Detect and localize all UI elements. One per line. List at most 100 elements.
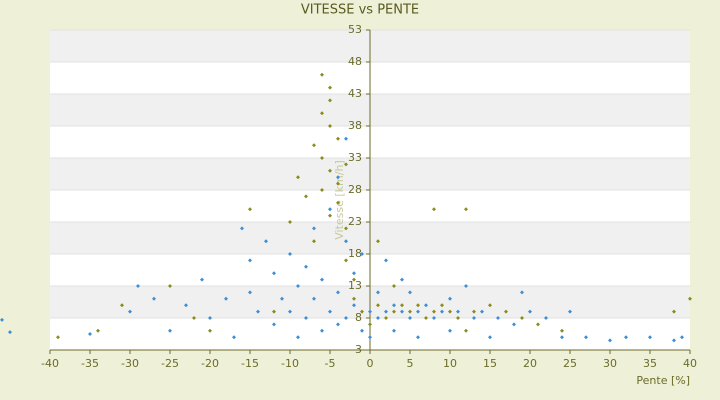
y-tick-label: 48 [348, 55, 362, 68]
point [192, 316, 196, 320]
y-tick-label: 43 [348, 87, 362, 100]
y-tick-label: 53 [348, 23, 362, 36]
point [368, 309, 372, 314]
point [424, 316, 428, 320]
point [312, 143, 316, 148]
point [504, 309, 508, 314]
x-tick-label: -20 [201, 357, 219, 370]
point [344, 136, 348, 141]
point [672, 338, 676, 343]
point [352, 271, 356, 276]
point [312, 239, 316, 244]
point [0, 317, 4, 322]
point [384, 258, 388, 263]
point [544, 316, 548, 320]
x-tick-label: 5 [407, 357, 414, 370]
point [208, 328, 212, 333]
x-tick-label: 30 [603, 357, 617, 370]
point [584, 335, 588, 340]
point [120, 303, 124, 308]
y-tick-label: 33 [348, 151, 362, 164]
point [224, 296, 228, 301]
point [432, 309, 436, 314]
x-axis-label: Pente [%] [636, 374, 690, 387]
x-tick-label: 0 [367, 357, 374, 370]
point [208, 316, 212, 320]
point [232, 335, 236, 340]
y-tick-label: 18 [348, 247, 362, 260]
point [320, 188, 324, 192]
y-tick-label: 13 [348, 279, 362, 292]
point [456, 309, 460, 314]
x-tick-label: -25 [161, 357, 179, 370]
point [376, 316, 380, 320]
point [488, 335, 492, 340]
point [328, 213, 332, 218]
point [344, 239, 348, 244]
point [392, 328, 396, 333]
x-tick-label: -5 [325, 357, 336, 370]
point [280, 296, 284, 301]
point [448, 328, 452, 333]
point [568, 309, 572, 314]
point [360, 328, 364, 333]
point [520, 316, 524, 320]
point [336, 290, 340, 295]
point [312, 296, 316, 301]
chart-title: VITESSE vs PENTE [301, 3, 419, 18]
point [472, 316, 476, 320]
point [256, 309, 260, 314]
x-tick-label: 15 [483, 357, 497, 370]
point [688, 296, 692, 301]
point [376, 239, 380, 244]
x-tick-label: -15 [241, 357, 259, 370]
point [320, 72, 324, 77]
point [328, 98, 332, 103]
point [272, 271, 276, 276]
point [8, 330, 12, 335]
point [312, 226, 316, 231]
point [448, 309, 452, 314]
point [128, 309, 132, 314]
point [432, 316, 436, 320]
point [336, 136, 340, 141]
point [152, 296, 156, 301]
point [320, 156, 324, 160]
point [392, 284, 396, 288]
point [288, 309, 292, 314]
point [480, 309, 484, 314]
point [248, 258, 252, 263]
point [352, 277, 356, 282]
x-tick-label: 40 [683, 357, 697, 370]
point [432, 207, 436, 212]
point [296, 284, 300, 288]
point [408, 290, 412, 295]
point [168, 284, 172, 288]
point [56, 335, 60, 340]
point [96, 328, 100, 333]
y-tick-label: 28 [348, 183, 362, 196]
point [400, 309, 404, 314]
point [560, 335, 564, 340]
point [352, 296, 356, 301]
point [672, 309, 676, 314]
point [384, 309, 388, 314]
x-tick-label: 35 [643, 357, 657, 370]
point [464, 328, 468, 333]
point [344, 162, 348, 167]
point [344, 316, 348, 320]
point [368, 335, 372, 340]
y-axis-label: Vitesse [km/h] [333, 160, 346, 240]
point [624, 335, 628, 340]
point [264, 239, 268, 244]
point [320, 328, 324, 333]
point [328, 85, 332, 90]
point [376, 290, 380, 295]
point [416, 309, 420, 314]
y-tick-label: 38 [348, 119, 362, 132]
point [368, 322, 372, 327]
point [448, 296, 452, 301]
point [240, 226, 244, 231]
point [272, 309, 276, 314]
